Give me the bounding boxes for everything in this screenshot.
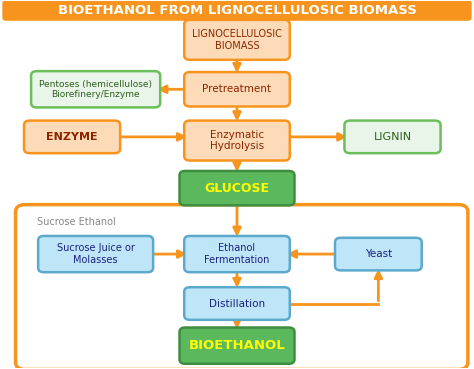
Text: Sucrose Juice or
Molasses: Sucrose Juice or Molasses [57,243,135,265]
Text: Sucrose Ethanol: Sucrose Ethanol [36,217,116,227]
FancyBboxPatch shape [180,328,294,364]
Text: LIGNOCELLULOSIC
BIOMASS: LIGNOCELLULOSIC BIOMASS [192,29,282,51]
Text: Distillation: Distillation [209,299,265,308]
FancyBboxPatch shape [184,121,290,161]
Text: Ethanol
Fermentation: Ethanol Fermentation [204,243,270,265]
FancyBboxPatch shape [24,121,120,153]
FancyBboxPatch shape [184,72,290,107]
FancyBboxPatch shape [31,71,160,107]
FancyBboxPatch shape [335,238,422,270]
FancyBboxPatch shape [38,236,153,272]
FancyBboxPatch shape [2,0,472,21]
Text: Pretreatment: Pretreatment [202,84,272,94]
FancyBboxPatch shape [184,20,290,60]
Text: ENZYME: ENZYME [46,132,98,142]
FancyBboxPatch shape [184,287,290,320]
Text: BIOETHANOL: BIOETHANOL [189,339,285,352]
FancyBboxPatch shape [184,236,290,272]
Text: LIGNIN: LIGNIN [374,132,411,142]
FancyBboxPatch shape [345,121,440,153]
Text: GLUCOSE: GLUCOSE [204,182,270,195]
Text: Enzymatic
Hydrolysis: Enzymatic Hydrolysis [210,130,264,151]
Text: Yeast: Yeast [365,249,392,259]
Text: Pentoses (hemicellulose)
Biorefinery/Enzyme: Pentoses (hemicellulose) Biorefinery/Enz… [39,80,152,99]
FancyBboxPatch shape [180,171,294,206]
Text: BIOETHANOL FROM LIGNOCELLULOSIC BIOMASS: BIOETHANOL FROM LIGNOCELLULOSIC BIOMASS [57,4,417,17]
